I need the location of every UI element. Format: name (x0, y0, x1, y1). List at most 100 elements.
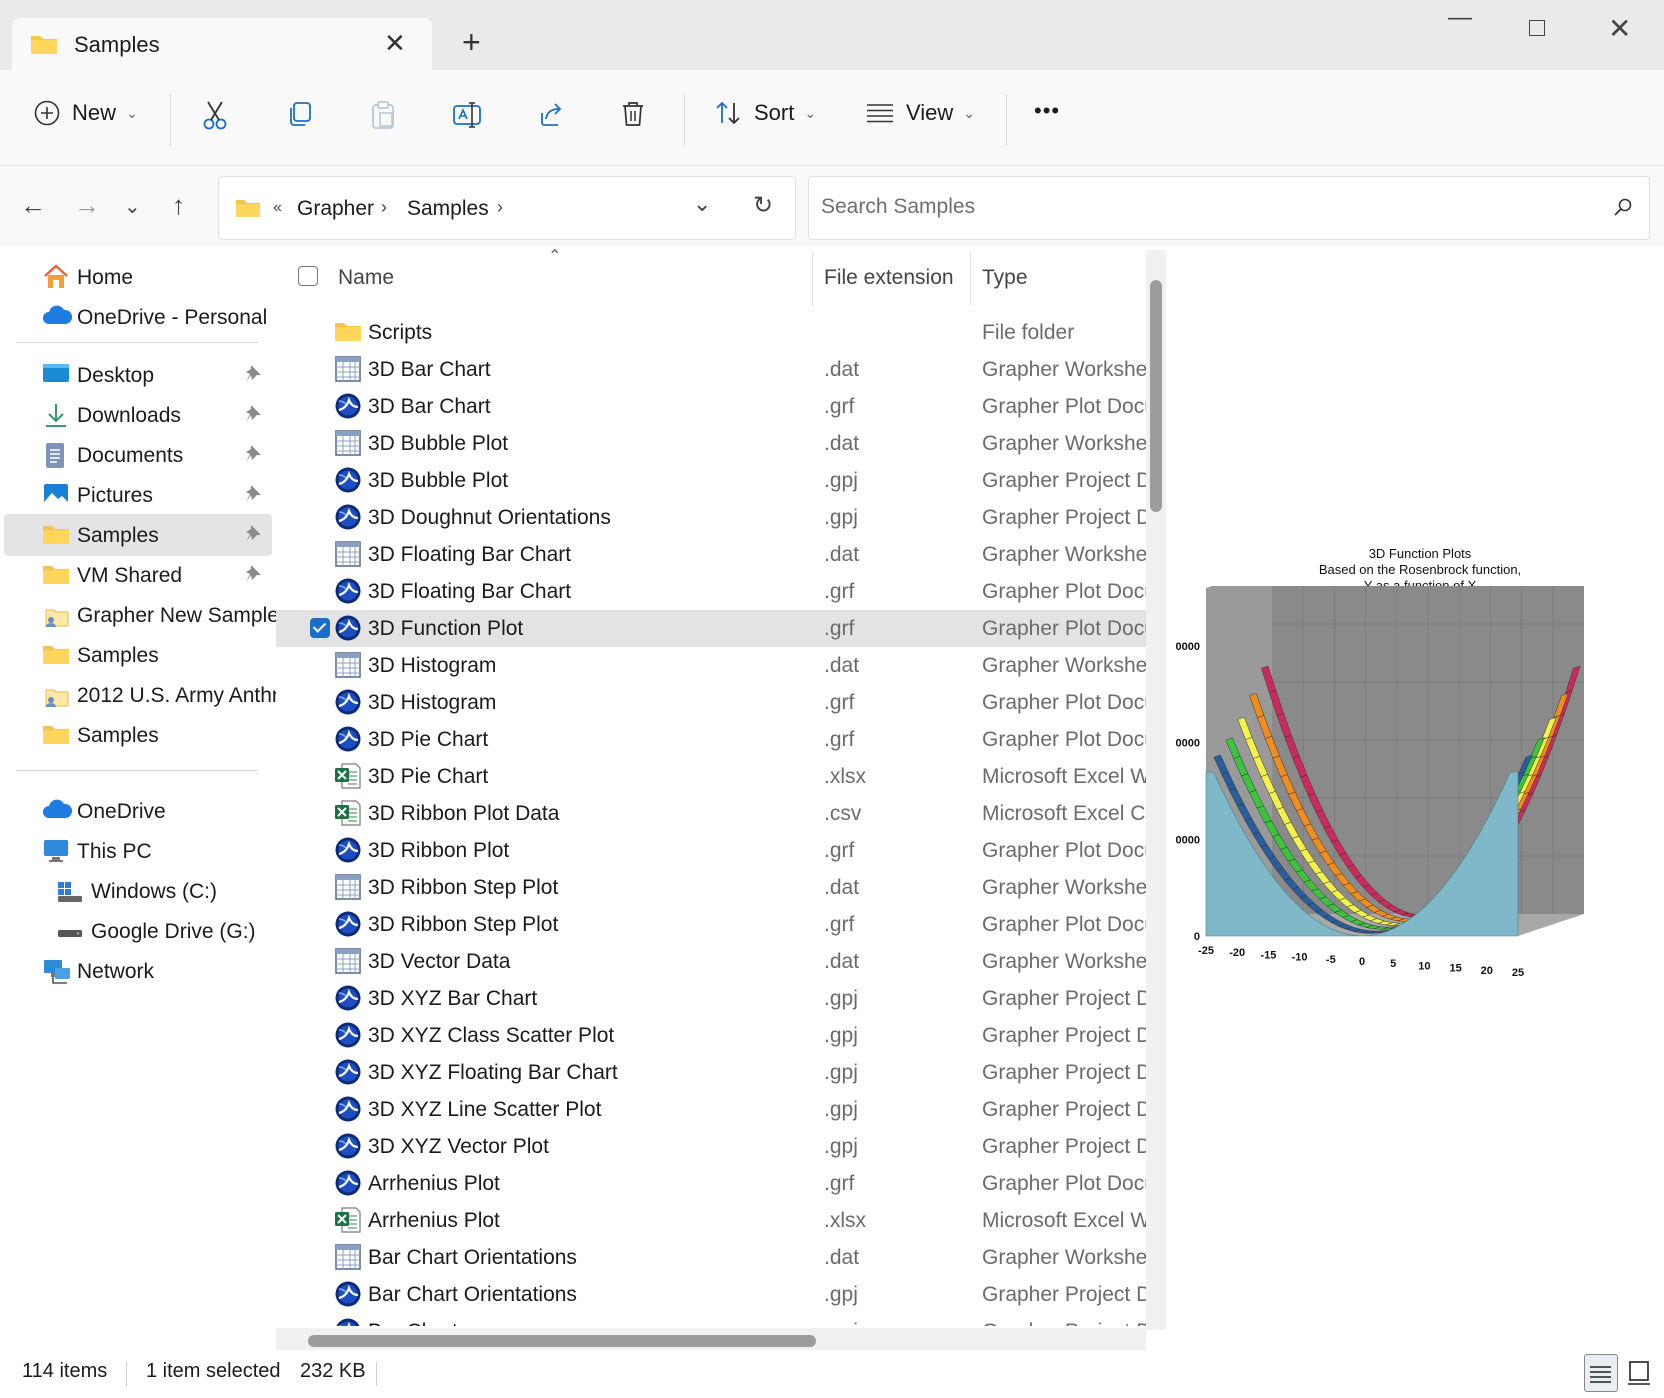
file-row[interactable]: 3D Ribbon Plot .grf Grapher Plot Docu (276, 832, 1146, 869)
pin-icon[interactable] (244, 484, 262, 510)
pin-icon[interactable] (244, 524, 262, 550)
maximize-button[interactable] (1529, 20, 1545, 36)
search-icon[interactable] (1613, 197, 1633, 222)
row-checkbox[interactable] (310, 1210, 330, 1230)
column-divider[interactable] (812, 250, 813, 306)
row-checkbox[interactable] (310, 1136, 330, 1156)
file-row[interactable]: Arrhenius Plot .grf Grapher Plot Docu (276, 1165, 1146, 1202)
row-checkbox[interactable] (310, 433, 330, 453)
sidebar-item-windows-c[interactable]: Windows (C:) (4, 870, 272, 912)
sidebar-item-home[interactable]: Home (4, 256, 272, 298)
view-button[interactable]: View ⌄ (866, 100, 975, 126)
row-checkbox[interactable] (310, 507, 330, 527)
file-row[interactable]: 3D Floating Bar Chart .dat Grapher Workshe… (276, 536, 1146, 573)
address-bar[interactable]: « Grapher › Samples › ⌄ ↻ (218, 176, 796, 240)
breadcrumb-overflow[interactable]: « (273, 199, 282, 216)
file-row[interactable]: 3D Ribbon Plot Data .csv Microsoft Excel C… (276, 795, 1146, 832)
file-row[interactable]: 3D XYZ Vector Plot .gpj Grapher Project D (276, 1128, 1146, 1165)
paste-button[interactable] (370, 100, 396, 130)
breadcrumb-samples[interactable]: Samples (407, 197, 489, 220)
pin-icon[interactable] (244, 364, 262, 390)
pin-icon[interactable] (244, 564, 262, 590)
minimize-button[interactable]: — (1448, 4, 1472, 31)
row-checkbox[interactable] (310, 1247, 330, 1267)
file-row[interactable]: 3D Pie Chart .xlsx Microsoft Excel W (276, 758, 1146, 795)
horizontal-scrollbar-thumb[interactable] (308, 1335, 816, 1347)
sidebar-item-this-pc[interactable]: This PC (4, 830, 272, 872)
row-checkbox[interactable] (310, 729, 330, 749)
row-checkbox[interactable] (310, 1099, 330, 1119)
row-checkbox[interactable] (310, 877, 330, 897)
file-row[interactable]: 3D Bar Chart .dat Grapher Workshee (276, 351, 1146, 388)
sidebar-item-network[interactable]: Network (4, 950, 272, 992)
file-row[interactable]: Bar Chart .gpj Grapher Project D (276, 1313, 1146, 1326)
row-checkbox[interactable] (310, 470, 330, 490)
row-checkbox[interactable] (310, 1025, 330, 1045)
pin-icon[interactable] (244, 404, 262, 430)
file-row[interactable]: 3D Vector Data .dat Grapher Workshee (276, 943, 1146, 980)
large-icons-view-button[interactable] (1626, 1358, 1652, 1394)
sidebar-item-samples[interactable]: Samples (4, 514, 272, 556)
file-row[interactable]: 3D Pie Chart .grf Grapher Plot Docu (276, 721, 1146, 758)
file-row[interactable]: 3D Ribbon Step Plot .grf Grapher Plot Docu (276, 906, 1146, 943)
new-button[interactable]: New ⌄ (34, 100, 138, 126)
vertical-scrollbar-thumb[interactable] (1150, 280, 1162, 512)
address-history-chevron-icon[interactable]: ⌄ (693, 191, 712, 216)
copy-button[interactable] (286, 100, 314, 128)
row-checkbox[interactable] (310, 655, 330, 675)
sidebar-item-onedrive[interactable]: OneDrive (4, 790, 272, 832)
file-row[interactable]: Bar Chart Orientations .dat Grapher Worksh… (276, 1239, 1146, 1276)
file-row[interactable]: 3D Floating Bar Chart .grf Grapher Plot Do… (276, 573, 1146, 610)
file-row[interactable]: 3D XYZ Floating Bar Chart .gpj Grapher Pro… (276, 1054, 1146, 1091)
column-divider[interactable] (970, 250, 971, 306)
row-checkbox[interactable] (310, 618, 330, 638)
pin-icon[interactable] (244, 444, 262, 470)
cut-button[interactable] (202, 100, 228, 130)
file-row[interactable]: 3D XYZ Line Scatter Plot .gpj Grapher Proj… (276, 1091, 1146, 1128)
share-button[interactable] (538, 100, 566, 128)
details-view-button[interactable] (1584, 1354, 1618, 1392)
sidebar-item-grapher-new-sample[interactable]: Grapher New Sample (4, 594, 276, 636)
column-header-extension[interactable]: File extension (824, 266, 954, 289)
new-tab-button[interactable]: + (462, 24, 481, 60)
tab-samples[interactable]: Samples ✕ (12, 18, 432, 70)
row-checkbox[interactable] (310, 1173, 330, 1193)
file-row[interactable]: 3D Doughnut Orientations .gpj Grapher Proj… (276, 499, 1146, 536)
column-header-name[interactable]: Name (338, 266, 395, 289)
refresh-icon[interactable]: ↻ (753, 192, 774, 219)
file-row[interactable]: 3D XYZ Bar Chart .gpj Grapher Project D (276, 980, 1146, 1017)
row-checkbox[interactable] (310, 1321, 330, 1326)
file-row[interactable]: 3D Function Plot .grf Grapher Plot Docu (276, 610, 1146, 647)
row-checkbox[interactable] (310, 544, 330, 564)
select-all-checkbox[interactable] (298, 266, 318, 286)
sidebar-item-pictures[interactable]: Pictures (4, 474, 272, 516)
file-row[interactable]: 3D Histogram .grf Grapher Plot Docu (276, 684, 1146, 721)
row-checkbox[interactable] (310, 951, 330, 971)
search-input[interactable] (821, 195, 1581, 219)
rename-button[interactable] (452, 100, 482, 130)
file-row[interactable]: 3D Histogram .dat Grapher Workshee (276, 647, 1146, 684)
up-arrow-icon[interactable]: ↑ (172, 190, 185, 220)
row-checkbox[interactable] (310, 914, 330, 934)
forward-arrow-icon[interactable]: → (74, 190, 100, 220)
vertical-scrollbar[interactable] (1146, 250, 1166, 1330)
close-tab-icon[interactable]: ✕ (384, 28, 406, 58)
sidebar-item-samples-3[interactable]: Samples (4, 714, 272, 756)
row-checkbox[interactable] (310, 840, 330, 860)
breadcrumb-grapher[interactable]: Grapher (297, 197, 375, 220)
file-row[interactable]: Scripts File folder (276, 314, 1146, 351)
row-checkbox[interactable] (310, 1062, 330, 1082)
recent-locations-chevron-icon[interactable]: ⌄ (124, 196, 141, 218)
file-row[interactable]: 3D XYZ Class Scatter Plot .gpj Grapher Pro… (276, 1017, 1146, 1054)
file-row[interactable]: 3D Ribbon Step Plot .dat Grapher Workshee (276, 869, 1146, 906)
row-checkbox[interactable] (310, 1284, 330, 1304)
sidebar-item-army-anthro[interactable]: 2012 U.S. Army Anthr (4, 674, 276, 716)
back-arrow-icon[interactable]: ← (20, 190, 46, 220)
more-options-button[interactable]: ••• (1034, 98, 1060, 124)
sidebar-item-desktop[interactable]: Desktop (4, 354, 272, 396)
delete-button[interactable] (620, 100, 646, 128)
sidebar-item-downloads[interactable]: Downloads (4, 394, 272, 436)
row-checkbox[interactable] (310, 692, 330, 712)
row-checkbox[interactable] (310, 359, 330, 379)
row-checkbox[interactable] (310, 766, 330, 786)
